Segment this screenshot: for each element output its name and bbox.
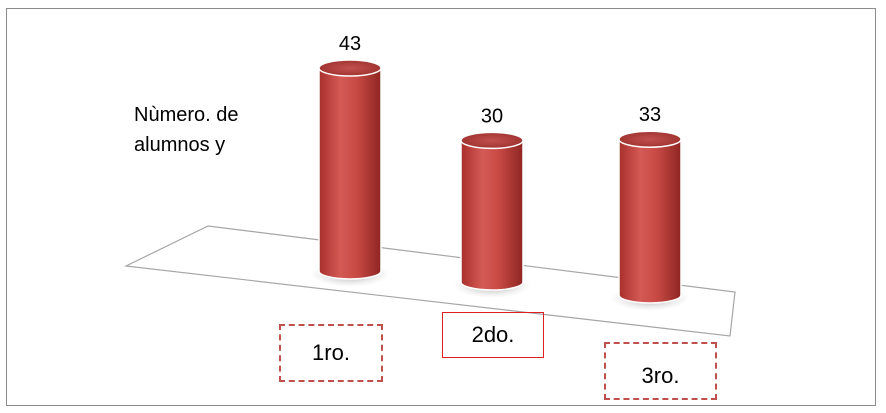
bar-top (318, 59, 382, 77)
bar-top (460, 131, 524, 150)
chart-frame (6, 8, 876, 406)
category-label-3ro: 3ro. (604, 342, 717, 400)
y-axis-label: Nùmero. de alumnos y (134, 100, 239, 160)
y-axis-label-line-1: Nùmero. de (134, 104, 239, 126)
y-axis-label-line-2: alumnos y (134, 134, 226, 156)
bar-body (460, 139, 524, 291)
bar-top (618, 130, 682, 148)
bar-body (318, 67, 382, 280)
data-label-3ro: 33 (639, 104, 661, 126)
category-label-1ro: 1ro. (279, 324, 383, 382)
bar-2do (453, 131, 531, 298)
data-label-1ro: 43 (339, 33, 361, 55)
bar-3ro (611, 130, 689, 311)
bar-1ro (311, 59, 389, 287)
category-label-2do: 2do. (442, 312, 544, 358)
data-label-2do: 30 (481, 105, 503, 127)
bar-body (618, 138, 682, 304)
